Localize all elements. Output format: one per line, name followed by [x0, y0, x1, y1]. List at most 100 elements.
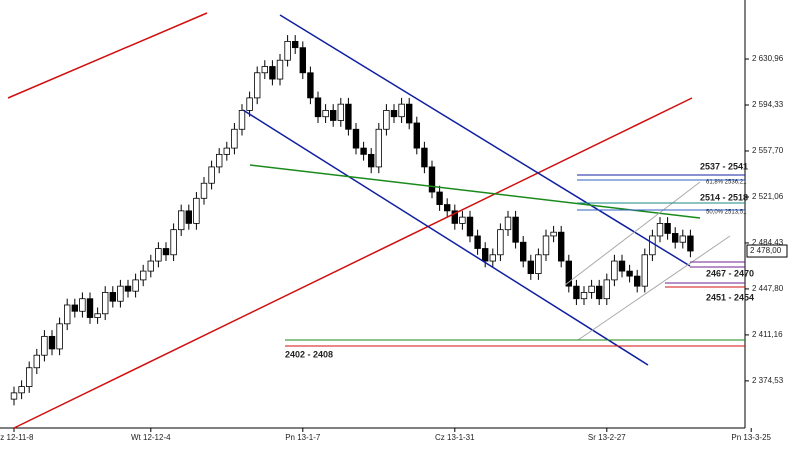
candle-body [443, 204, 451, 212]
candle-body [170, 229, 177, 256]
candle-body [421, 147, 428, 168]
y-tick-label: 2 447,80 [752, 284, 784, 293]
candle-body [102, 292, 109, 315]
candle-body [565, 260, 572, 287]
candle-body [664, 223, 671, 234]
y-tick-label: 2 374,53 [752, 376, 784, 385]
candle-body [25, 367, 33, 387]
drawings [7, 12, 745, 429]
y-tick-label: 2 411,16 [752, 330, 783, 339]
y-tick-label: 2 594,33 [752, 100, 784, 109]
candle-body [656, 223, 664, 237]
candle-body [679, 235, 686, 243]
candle-body [512, 216, 519, 243]
candle-body [558, 231, 565, 262]
candle-body [550, 231, 557, 237]
candle-body [497, 229, 504, 256]
candle-body [474, 235, 481, 249]
candle-body [299, 47, 306, 74]
candle-body [596, 285, 603, 300]
candle-body [588, 285, 595, 293]
y-tick-label: 2 521,06 [752, 192, 784, 201]
candle-body [322, 110, 329, 118]
trend-line [7, 12, 208, 99]
candle-body [626, 270, 633, 277]
candle-body [155, 248, 162, 262]
candle-body [177, 210, 185, 231]
candle-body [124, 285, 132, 292]
level-label: 2451 - 2454 [706, 292, 754, 302]
y-tick-label: 2 630,96 [752, 54, 784, 63]
candle-body [398, 103, 405, 118]
candle-body [360, 147, 367, 155]
candle-body [352, 128, 360, 149]
candle-body [215, 153, 223, 168]
candle-body [246, 97, 253, 111]
candle-body [489, 254, 496, 262]
candle-body [603, 279, 610, 300]
candle-body [542, 235, 550, 256]
candle-body [79, 298, 86, 312]
candle-body [618, 260, 626, 272]
candle-body [162, 248, 170, 256]
candle-body [56, 323, 63, 350]
candle-body [345, 103, 352, 130]
candle-body [367, 153, 375, 168]
candle-body [185, 210, 192, 224]
channel-line [577, 235, 731, 341]
candle-body [436, 191, 443, 205]
candle-body [337, 103, 344, 121]
candle-body [580, 292, 588, 300]
x-tick-label: Pn 13-3-25 [731, 433, 771, 442]
candle-body [329, 110, 337, 121]
candle-body [200, 182, 208, 199]
candle-body [10, 392, 18, 400]
candle-body [535, 254, 542, 275]
y-tick-label: 2 557,70 [752, 146, 784, 155]
candle-body [33, 354, 40, 369]
candle-body [687, 235, 694, 252]
candle-body [520, 241, 527, 262]
level-label: 2514 - 2518 [700, 192, 748, 202]
candle-body [527, 260, 534, 275]
candle-body [390, 110, 398, 118]
candle-body [94, 313, 101, 318]
trend-line [13, 97, 693, 429]
candle-body [18, 386, 25, 394]
candle-body [238, 110, 246, 130]
x-tick-label: Sr 13-2-27 [588, 433, 626, 442]
x-tick-label: Cz 13-1-31 [435, 433, 475, 442]
level-label: 2402 - 2408 [285, 349, 333, 359]
x-tick-label: Pn 13-1-7 [285, 433, 321, 442]
candle-body [276, 59, 284, 80]
candle-body [649, 235, 656, 256]
candle-body [413, 122, 420, 149]
candle-body [147, 260, 154, 272]
candle-body [314, 97, 322, 118]
candle-body [253, 72, 261, 99]
candle-body [71, 304, 78, 312]
candle-body [611, 260, 618, 281]
candle-body [405, 103, 413, 124]
candle-body [48, 335, 56, 350]
candle-body [193, 197, 200, 224]
candle-body [307, 72, 314, 99]
channel-line [279, 14, 691, 267]
level-label: 2467 - 2470 [706, 268, 754, 278]
trend-line [249, 164, 701, 219]
candle-body [269, 66, 276, 80]
candle-body [41, 335, 48, 356]
candle-body [284, 41, 291, 61]
candle-body [109, 292, 116, 302]
candle-body [383, 110, 390, 130]
candle-body [466, 216, 474, 237]
candle-body [86, 298, 94, 318]
candle-body [291, 41, 299, 49]
price-tag [746, 244, 788, 258]
fib-label: 50,0% 2513,51 [706, 210, 747, 216]
candle-body [641, 254, 648, 287]
candle-body [634, 275, 641, 287]
channel-line [564, 181, 701, 286]
